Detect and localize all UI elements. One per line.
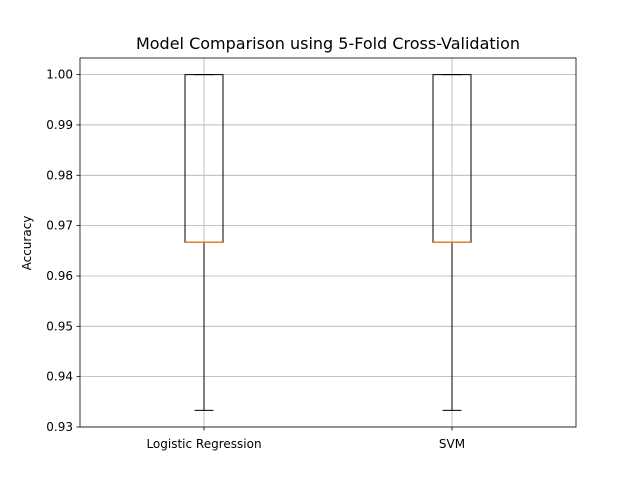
chart-title: Model Comparison using 5-Fold Cross-Vali… <box>136 34 520 53</box>
y-tick-label: 0.93 <box>46 420 73 434</box>
y-tick-label: 0.97 <box>46 219 73 233</box>
x-tick-label: SVM <box>439 437 465 451</box>
plot-area <box>184 74 472 411</box>
x-tick-label: Logistic Regression <box>146 437 261 451</box>
axes-frame <box>79 57 577 428</box>
y-axis-label: Accuracy <box>20 216 34 271</box>
box-group <box>432 74 472 411</box>
y-tick-label: 0.99 <box>46 118 73 132</box>
grid-lines <box>80 58 576 428</box>
y-tick-label: 0.95 <box>46 319 73 333</box>
y-tick-label: 0.98 <box>46 168 73 182</box>
y-tick-label: 1.00 <box>46 68 73 82</box>
y-tick-label: 0.94 <box>46 370 73 384</box>
box-group <box>184 74 224 411</box>
y-tick-label: 0.96 <box>46 269 73 283</box>
axis-ticks: 0.93 0.94 0.95 0.96 0.97 0.98 0.99 1.00 Logistic… <box>46 68 465 451</box>
